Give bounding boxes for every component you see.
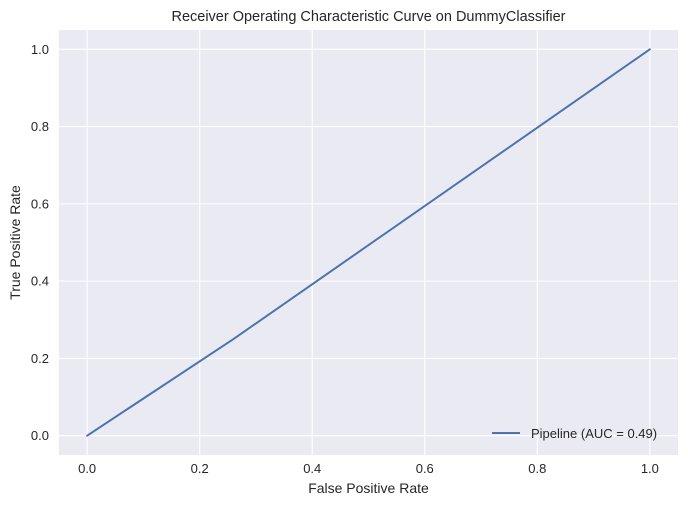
x-axis-label: False Positive Rate bbox=[308, 480, 429, 496]
y-tick-label: 0.0 bbox=[31, 428, 49, 443]
legend: Pipeline (AUC = 0.49) bbox=[492, 426, 657, 441]
x-tick-label: 0.8 bbox=[528, 461, 546, 476]
x-tick-labels: 0.0 0.2 0.4 0.6 0.8 1.0 bbox=[78, 461, 659, 476]
y-axis-label: True Positive Rate bbox=[7, 185, 23, 300]
x-tick-label: 0.0 bbox=[78, 461, 96, 476]
y-tick-label: 0.6 bbox=[31, 196, 49, 211]
x-tick-label: 0.4 bbox=[303, 461, 321, 476]
y-tick-label: 0.2 bbox=[31, 351, 49, 366]
chart-title: Receiver Operating Characteristic Curve … bbox=[171, 9, 565, 25]
legend-label: Pipeline (AUC = 0.49) bbox=[531, 426, 657, 441]
x-tick-label: 0.2 bbox=[191, 461, 209, 476]
series-layer bbox=[86, 48, 651, 437]
x-tick-label: 0.6 bbox=[416, 461, 434, 476]
y-tick-label: 1.0 bbox=[31, 42, 49, 57]
series-line bbox=[86, 48, 651, 437]
y-tick-label: 0.4 bbox=[31, 274, 49, 289]
y-tick-label: 0.8 bbox=[31, 119, 49, 134]
x-tick-label: 1.0 bbox=[641, 461, 659, 476]
y-tick-labels: 0.0 0.2 0.4 0.6 0.8 1.0 bbox=[31, 42, 49, 443]
grid-lines bbox=[59, 30, 678, 455]
